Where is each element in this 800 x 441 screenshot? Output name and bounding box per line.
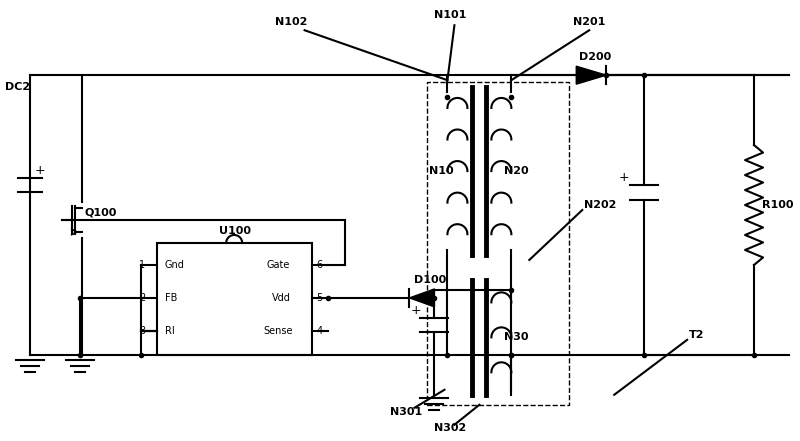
Text: N202: N202 <box>584 200 617 210</box>
Text: 6: 6 <box>317 260 322 270</box>
Bar <box>157 243 312 355</box>
Text: 1: 1 <box>139 260 145 270</box>
Text: Vdd: Vdd <box>272 293 290 303</box>
Text: N201: N201 <box>574 17 606 27</box>
Text: 3: 3 <box>139 326 145 336</box>
Text: U100: U100 <box>218 226 250 236</box>
Text: N10: N10 <box>430 166 454 176</box>
Text: R100: R100 <box>762 200 794 210</box>
Text: +: + <box>410 304 421 318</box>
Text: N301: N301 <box>390 407 422 417</box>
Text: 5: 5 <box>317 293 323 303</box>
Polygon shape <box>576 66 606 84</box>
Text: +: + <box>35 164 46 176</box>
Bar <box>427 82 570 405</box>
Text: N102: N102 <box>274 17 307 27</box>
Text: 2: 2 <box>139 293 145 303</box>
Polygon shape <box>410 289 434 307</box>
Text: +: + <box>618 171 629 183</box>
Text: D200: D200 <box>579 52 611 62</box>
Text: RI: RI <box>165 326 174 336</box>
Text: N101: N101 <box>434 10 467 20</box>
Text: T2: T2 <box>689 330 705 340</box>
Text: Gate: Gate <box>266 260 290 270</box>
Text: D100: D100 <box>414 275 446 285</box>
Text: FB: FB <box>165 293 177 303</box>
Text: Sense: Sense <box>264 326 293 336</box>
Text: N20: N20 <box>504 166 529 176</box>
Text: Gnd: Gnd <box>165 260 185 270</box>
Text: DC2: DC2 <box>5 82 30 92</box>
Text: N302: N302 <box>434 423 466 433</box>
Text: Q100: Q100 <box>85 207 118 217</box>
Text: N30: N30 <box>504 332 529 342</box>
Text: 4: 4 <box>317 326 322 336</box>
